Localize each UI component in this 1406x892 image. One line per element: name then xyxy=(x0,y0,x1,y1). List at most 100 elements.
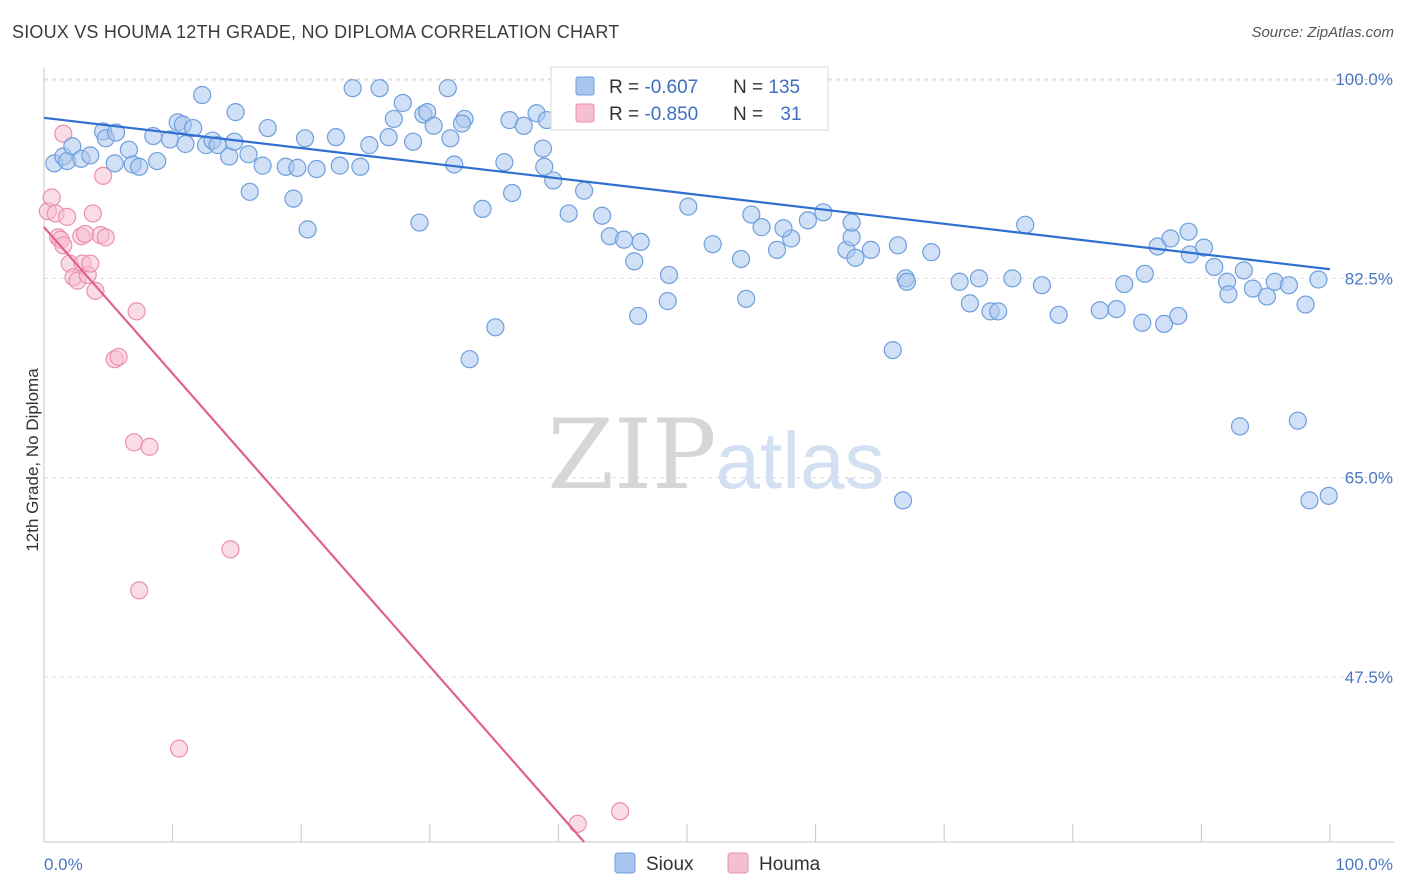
bottom-legend: Sioux Houma xyxy=(614,852,821,875)
y-tick-label-0: 100.0% xyxy=(1335,70,1393,89)
legend-swatch-houma xyxy=(575,103,595,123)
sioux-point-76 xyxy=(659,265,679,285)
sioux-point-49 xyxy=(410,213,429,232)
sioux-point-26 xyxy=(226,103,245,122)
sioux-point-39 xyxy=(343,79,362,98)
sioux-point-81 xyxy=(737,289,756,308)
sioux-point-112 xyxy=(1135,264,1154,283)
houma-point-18 xyxy=(94,166,113,185)
sioux-point-43 xyxy=(379,128,398,147)
sioux-point-97 xyxy=(922,243,941,262)
sioux-point-36 xyxy=(307,159,326,179)
sioux-point-120 xyxy=(1194,238,1214,257)
sioux-point-38 xyxy=(330,156,349,175)
y-axis-title: 12th Grade, No Diploma xyxy=(23,368,42,552)
sioux-point-70 xyxy=(593,206,612,225)
houma-point-19 xyxy=(96,228,115,247)
sioux-point-28 xyxy=(240,182,259,201)
sioux-point-110 xyxy=(1107,299,1126,319)
sioux-point-74 xyxy=(625,252,644,271)
sioux-point-131 xyxy=(1309,270,1328,289)
sioux-point-40 xyxy=(370,79,389,98)
sioux-point-57 xyxy=(460,350,479,369)
sioux-point-83 xyxy=(742,205,761,224)
sioux-point-77 xyxy=(658,292,677,311)
sioux-point-91 xyxy=(842,213,861,232)
sioux-point-86 xyxy=(774,219,793,238)
sioux-point-61 xyxy=(503,183,522,203)
sioux-point-17 xyxy=(176,134,195,154)
houma-point-30 xyxy=(54,124,73,143)
legend-sioux-n-label: N = xyxy=(733,77,768,98)
sioux-point-68 xyxy=(559,204,578,223)
houma-point-15 xyxy=(83,204,102,223)
sioux-point-62 xyxy=(514,116,533,135)
houma-point-24 xyxy=(140,437,159,456)
tick-labels: 100.0% 82.5% 65.0% 47.5% 0.0% 100.0% xyxy=(44,70,1393,874)
sioux-point-115 xyxy=(1161,229,1180,248)
sioux-point-42 xyxy=(360,136,379,155)
sioux-point-58 xyxy=(486,318,505,337)
sioux-point-72 xyxy=(614,230,634,249)
legend-swatch-sioux xyxy=(575,76,595,96)
legend-houma-n-label: N = xyxy=(733,104,768,125)
bottom-legend-swatch-houma xyxy=(727,852,749,874)
legend-houma-r-value: -0.850 xyxy=(644,104,698,125)
x-tick-label-right: 100.0% xyxy=(1335,855,1393,874)
houma-point-29 xyxy=(611,802,630,821)
sioux-point-55 xyxy=(452,114,472,133)
sioux-point-99 xyxy=(893,491,913,510)
houma-point-21 xyxy=(109,347,128,367)
sioux-point-3 xyxy=(63,137,82,156)
sioux-point-45 xyxy=(393,93,412,113)
y-tick-label-3: 47.5% xyxy=(1345,668,1393,687)
y-tick-label-2: 65.0% xyxy=(1345,469,1393,488)
sioux-point-32 xyxy=(288,158,307,177)
sioux-point-125 xyxy=(1243,279,1262,298)
top-legend: R = -0.607 N = 135 R = -0.850 N = 31 xyxy=(550,66,829,131)
sioux-point-73 xyxy=(631,232,650,252)
sioux-point-5 xyxy=(81,146,100,165)
sioux-points xyxy=(45,79,1338,510)
sioux-point-129 xyxy=(1296,295,1315,314)
sioux-point-126 xyxy=(1257,287,1277,306)
sioux-point-78 xyxy=(679,197,698,216)
sioux-point-80 xyxy=(731,249,751,269)
sioux-point-64 xyxy=(533,139,553,158)
legend-sioux-r-value: -0.607 xyxy=(644,77,698,98)
sioux-point-33 xyxy=(284,189,303,208)
sioux-point-94 xyxy=(888,236,908,255)
sioux-point-88 xyxy=(814,203,833,222)
sioux-point-14 xyxy=(148,151,167,171)
x-tick-label-left: 0.0% xyxy=(44,855,83,874)
houma-point-27 xyxy=(169,739,189,758)
sioux-point-123 xyxy=(1219,285,1238,304)
sioux-point-93 xyxy=(861,240,880,259)
houma-point-5 xyxy=(54,236,73,255)
sioux-point-67 xyxy=(544,171,563,190)
sioux-point-56 xyxy=(473,199,492,218)
bottom-legend-swatch-sioux xyxy=(614,852,636,874)
sioux-point-111 xyxy=(1115,274,1134,294)
houma-point-16 xyxy=(86,281,105,300)
sioux-point-37 xyxy=(326,128,346,147)
legend-houma-n-value: 31 xyxy=(780,104,801,125)
houma-point-23 xyxy=(124,433,144,452)
sioux-point-20 xyxy=(193,85,212,105)
sioux-point-104 xyxy=(989,302,1008,321)
sioux-point-128 xyxy=(1279,276,1298,295)
sioux-point-132 xyxy=(1319,486,1338,505)
y-tick-label-1: 82.5% xyxy=(1345,269,1393,288)
sioux-point-98 xyxy=(883,340,902,360)
sioux-point-27 xyxy=(239,145,258,164)
sioux-point-101 xyxy=(960,294,980,313)
houma-points xyxy=(38,124,630,833)
bottom-legend-sioux: Sioux xyxy=(646,854,694,875)
sioux-point-9 xyxy=(105,154,124,173)
sioux-point-46 xyxy=(403,132,423,151)
sioux-point-41 xyxy=(351,157,370,176)
sioux-point-102 xyxy=(969,269,989,288)
sioux-point-75 xyxy=(629,306,648,326)
sioux-point-100 xyxy=(950,272,969,291)
